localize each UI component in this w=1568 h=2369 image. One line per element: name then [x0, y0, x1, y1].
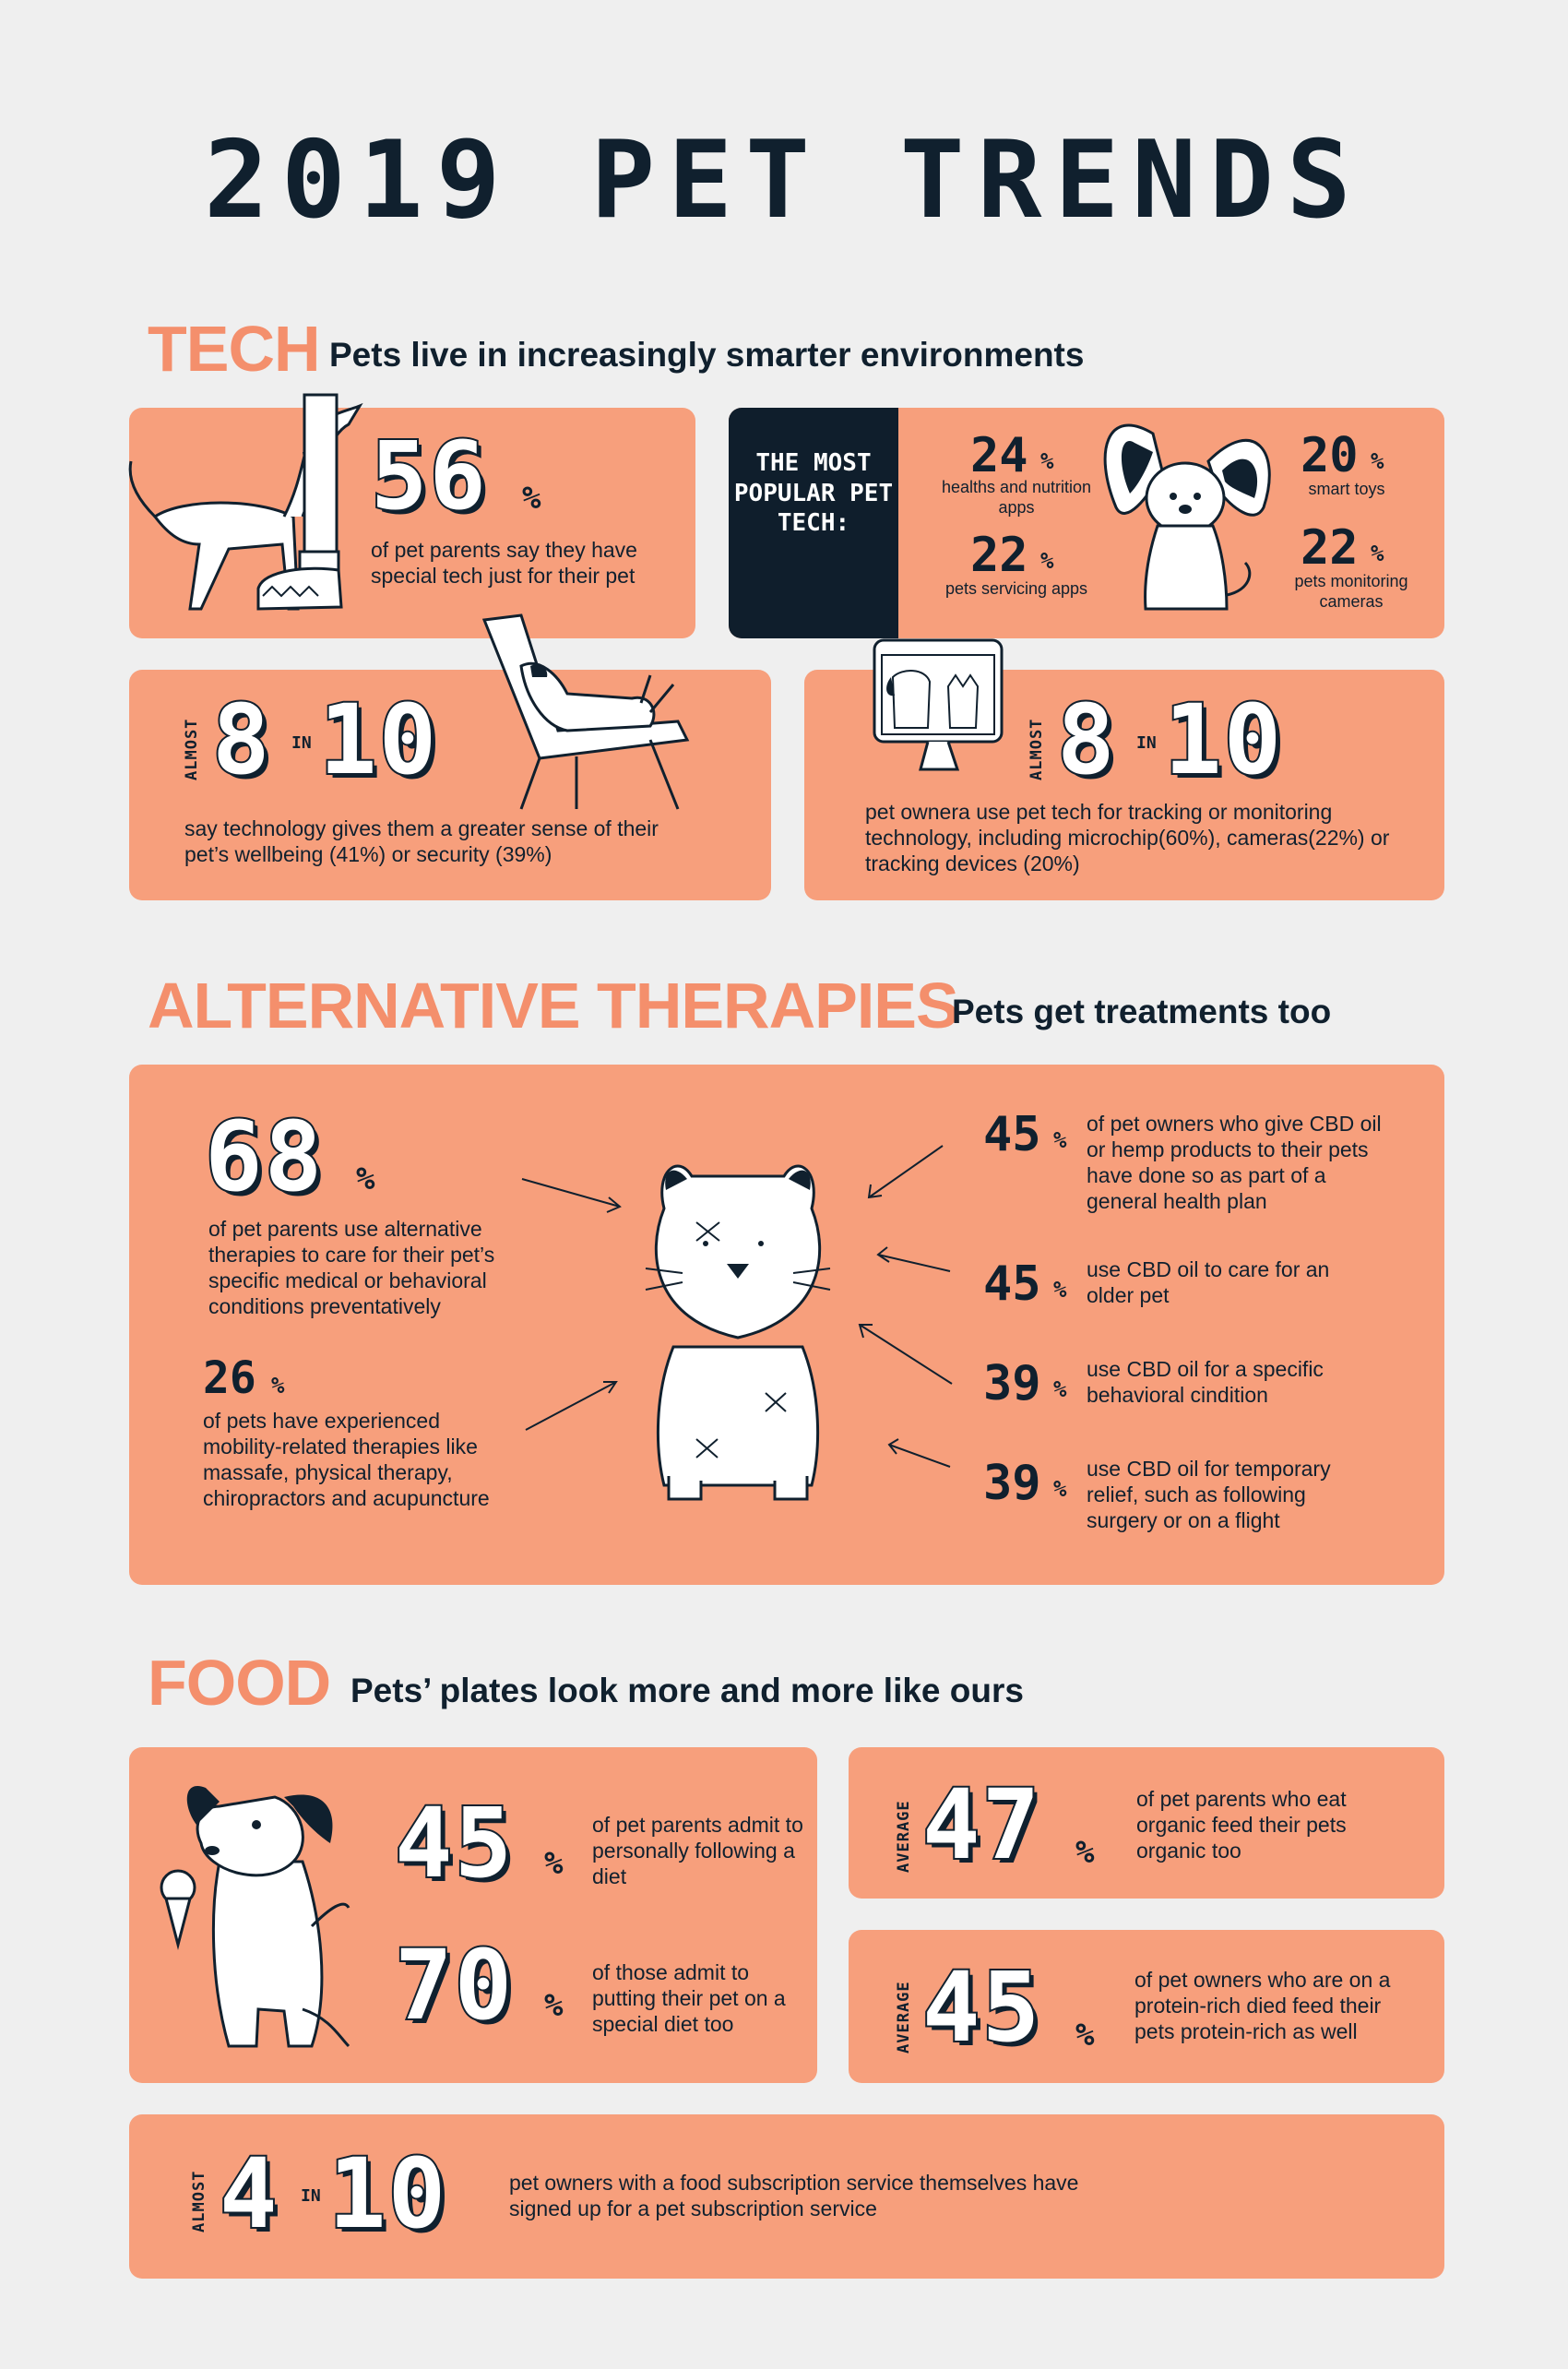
- organic-text: of pet parents who eat organic feed thei…: [1136, 1787, 1347, 1863]
- tracking-text: pet ownera use pet tech for tracking or …: [865, 800, 1390, 876]
- protein-unit: %: [1075, 2017, 1095, 2054]
- popular-item-3-text: smart toys: [1308, 480, 1385, 498]
- therapy-right-2-text: use CBD oil to care for an older pet: [1087, 1257, 1330, 1308]
- subscription-card: [129, 2114, 1444, 2279]
- dog-with-ice-cream-illustration: [160, 1786, 350, 2048]
- therapies-subheading: Pets get treatments too: [952, 993, 1332, 1030]
- tracking-den: 10: [1162, 684, 1284, 796]
- tech-heading: TECH: [148, 313, 321, 385]
- arrow-icon: [867, 1145, 944, 1199]
- subscription-num: 4: [218, 2137, 279, 2250]
- popular-tech-label-panel: [729, 408, 898, 638]
- diet-1-value: 45: [393, 1787, 515, 1899]
- floppy-eared-dog-illustration: [1103, 423, 1271, 611]
- popular-item-2-value: 22: [970, 528, 1028, 583]
- organic-unit: %: [1075, 1834, 1095, 1871]
- tracking-num: 8: [1055, 684, 1117, 796]
- popular-item-4-value: 22: [1301, 520, 1359, 576]
- popular-item-4-unit: %: [1371, 541, 1384, 566]
- person-legs-illustration: [256, 393, 343, 611]
- popular-item-1-text: healths and nutrition apps: [941, 478, 1092, 517]
- organic-value: 47: [921, 1768, 1042, 1881]
- monitor-pets-illustration: [873, 638, 1004, 771]
- tech-56-text: of pet parents say they have special tec…: [371, 538, 637, 589]
- subscription-prefix: ALMOST: [190, 2170, 208, 2232]
- arrow-icon: [887, 1438, 951, 1468]
- diet-2-unit: %: [544, 1987, 564, 2024]
- therapy-left-1-unit: %: [356, 1161, 375, 1197]
- arrow-icon: [521, 1178, 622, 1213]
- food-subheading: Pets’ plates look more and more like our…: [350, 1672, 1024, 1709]
- subscription-den: 10: [327, 2137, 448, 2250]
- therapy-left-2-value: 26: [203, 1352, 256, 1404]
- subscription-text: pet owners with a food subscription serv…: [509, 2171, 1079, 2221]
- subscription-in: IN: [301, 2186, 321, 2206]
- protein-prefix: AVERAGE: [895, 1981, 913, 2054]
- therapy-left-1-value: 68: [203, 1101, 325, 1213]
- therapy-right-4-unit: %: [1053, 1476, 1067, 1502]
- tech-subheading: Pets live in increasingly smarter enviro…: [329, 336, 1085, 374]
- tracking-prefix: ALMOST: [1028, 718, 1046, 780]
- therapy-right-1-text: of pet owners who give CBD oil or hemp p…: [1087, 1112, 1382, 1214]
- diet-1-text: of pet parents admit to personally follo…: [592, 1813, 803, 1889]
- therapy-right-1-unit: %: [1053, 1127, 1067, 1153]
- wellbeing-num: 8: [210, 684, 272, 796]
- therapy-right-3-value: 39: [983, 1356, 1041, 1411]
- wellbeing-text: say technology gives them a greater sens…: [184, 816, 659, 867]
- therapy-right-2-unit: %: [1053, 1277, 1067, 1303]
- therapy-right-3-text: use CBD oil for a specific behavioral ci…: [1087, 1357, 1324, 1408]
- therapies-heading: ALTERNATIVE THERAPIES: [148, 970, 959, 1042]
- protein-text: of pet owners who are on a protein-rich …: [1134, 1968, 1391, 2044]
- tracking-in: IN: [1136, 733, 1157, 753]
- therapy-right-2-value: 45: [983, 1256, 1041, 1312]
- diet-1-unit: %: [544, 1845, 564, 1882]
- page-title: 2019 PET TRENDS: [204, 118, 1364, 243]
- popular-item-2-unit: %: [1040, 548, 1054, 574]
- popular-item-3-unit: %: [1371, 448, 1384, 474]
- tech-56-unit: %: [522, 480, 541, 517]
- diet-2-text: of those admit to putting their pet on a…: [592, 1960, 786, 2037]
- food-heading: FOOD: [148, 1647, 331, 1719]
- popular-item-1-value: 24: [970, 428, 1028, 483]
- protein-value: 45: [921, 1951, 1042, 2064]
- wellbeing-den: 10: [317, 684, 439, 796]
- therapy-right-1-value: 45: [983, 1107, 1041, 1162]
- therapy-left-2-text: of pets have experienced mobility-relate…: [203, 1409, 490, 1511]
- arrow-icon: [858, 1324, 953, 1385]
- popular-tech-label: THE MOST POPULAR PET TECH:: [733, 449, 894, 537]
- bandaged-cat-illustration: [521, 1145, 953, 1501]
- wellbeing-card: [129, 670, 771, 900]
- therapy-right-3-unit: %: [1053, 1376, 1067, 1402]
- protein-card: [849, 1930, 1444, 2083]
- diet-2-value: 70: [393, 1929, 515, 2042]
- popular-item-3-value: 20: [1301, 428, 1359, 483]
- therapy-right-4-text: use CBD oil for temporary relief, such a…: [1087, 1457, 1331, 1533]
- organic-card: [849, 1747, 1444, 1899]
- therapy-left-1-text: of pet parents use alternative therapies…: [208, 1217, 495, 1319]
- dog-in-chair-illustration: [481, 613, 690, 810]
- organic-prefix: AVERAGE: [895, 1800, 913, 1873]
- arrow-icon: [525, 1381, 618, 1431]
- wellbeing-in: IN: [291, 733, 312, 753]
- popular-item-4-text: pets monitoring cameras: [1294, 572, 1408, 611]
- therapy-left-2-unit: %: [271, 1373, 285, 1399]
- arrow-icon: [876, 1246, 951, 1272]
- popular-item-1-unit: %: [1040, 448, 1054, 474]
- therapy-right-4-value: 39: [983, 1456, 1041, 1511]
- tech-56-value: 56: [369, 422, 488, 531]
- wellbeing-prefix: ALMOST: [183, 718, 201, 780]
- popular-item-2-text: pets servicing apps: [944, 579, 1088, 598]
